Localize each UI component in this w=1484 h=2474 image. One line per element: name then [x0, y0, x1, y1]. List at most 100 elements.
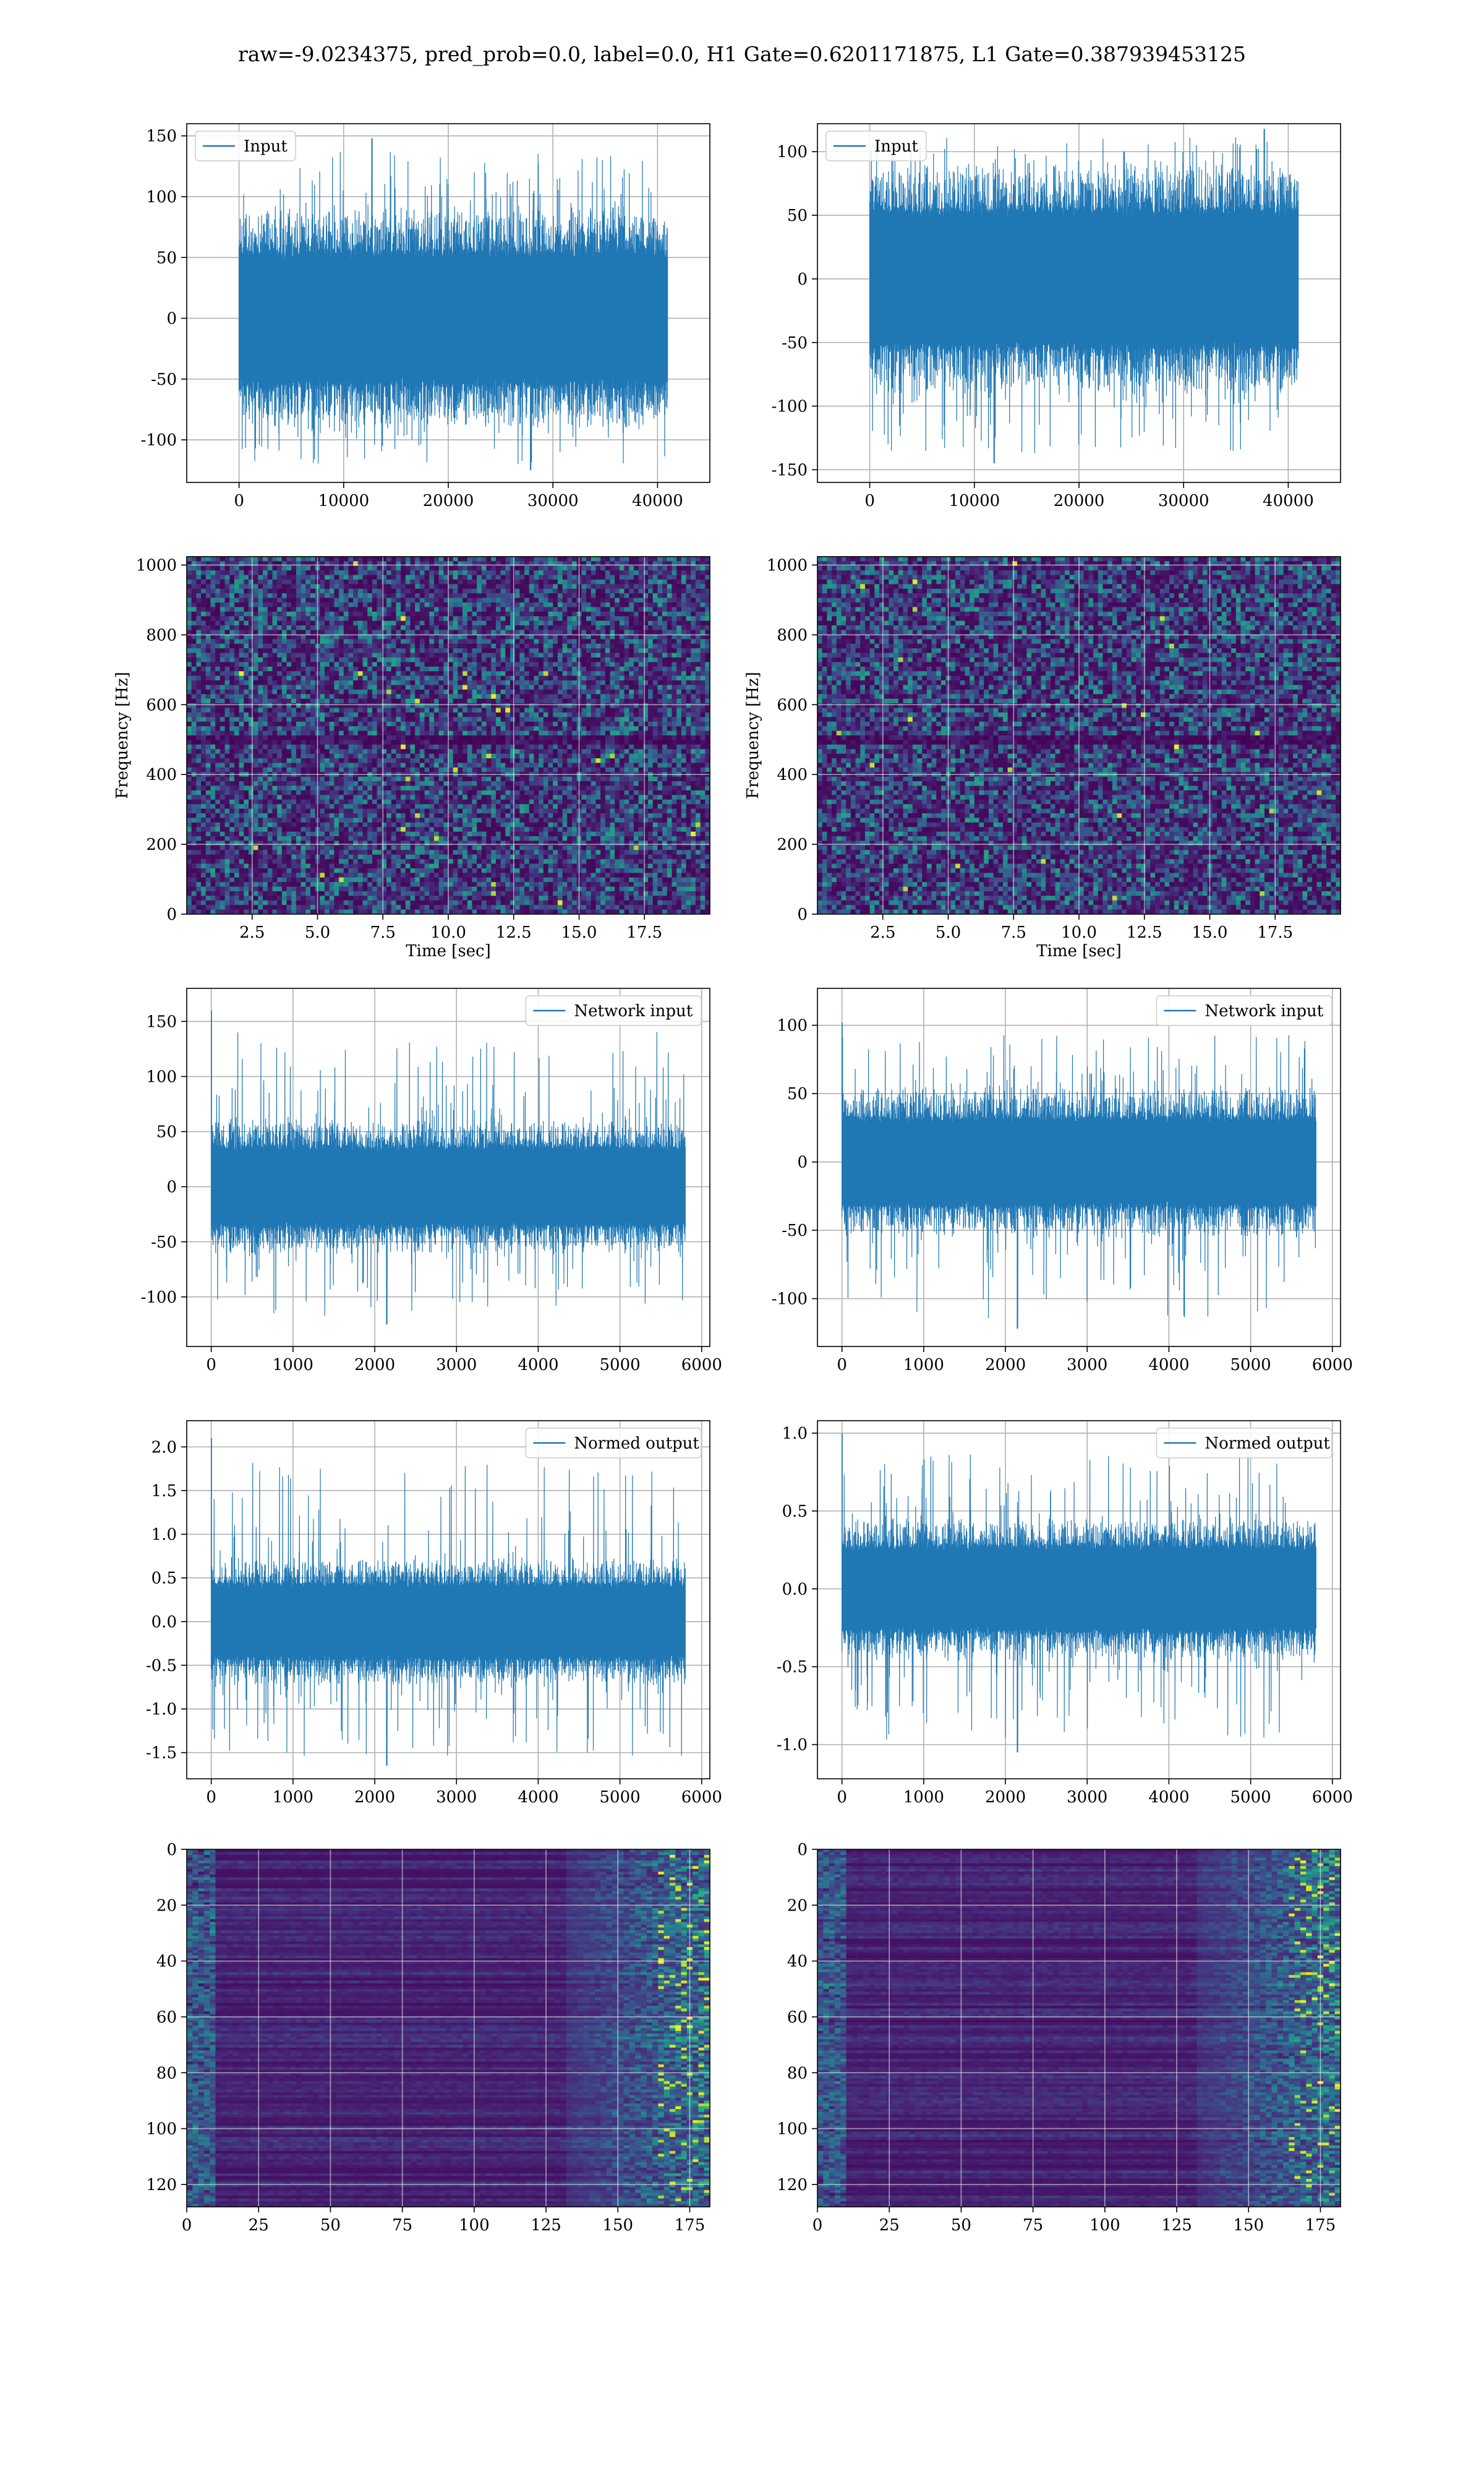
y-tick-label: -100 — [141, 431, 177, 450]
x-tick-label: 1000 — [273, 1788, 313, 1807]
legend-label: Normed output — [574, 1434, 699, 1453]
legend: Network input — [1156, 995, 1333, 1026]
y-tick-label: 60 — [787, 2008, 808, 2027]
y-tick-label: 800 — [777, 626, 808, 644]
ticks-spec-h1: 2.5 5.0 7.5 10.0 12.5 15.0 17.5 0 200 400 600 800 10… — [136, 557, 662, 942]
x-tick-label: 25 — [879, 2216, 900, 2235]
x-tick-label: 1000 — [903, 1356, 944, 1374]
y-tick-label: 100 — [146, 1068, 177, 1087]
y-tick-label: -50 — [151, 370, 177, 389]
y-tick-label: 120 — [146, 2176, 177, 2194]
legend-box — [825, 131, 927, 161]
x-tick-label: 6000 — [1312, 1788, 1353, 1807]
y-axis-label: Frequency [Hz] — [744, 672, 762, 799]
y-tick-label: 20 — [787, 1896, 808, 1915]
y-tick-label: -50 — [782, 334, 808, 353]
y-tick-label: 600 — [146, 696, 177, 714]
x-tick-label: 50 — [320, 2216, 341, 2235]
chart-spec-l1: 2.5 5.0 7.5 10.0 12.5 15.0 17.5 0 200 400 600 800 10… — [744, 556, 1341, 961]
chart-feat-h1: 0 25 50 75 100 125 150 175 0 20 40 60 80 100 120 — [146, 1841, 710, 2235]
x-tick-label: 175 — [1305, 2216, 1336, 2235]
y-tick-label: -150 — [772, 461, 808, 479]
y-tick-label: 150 — [146, 1012, 177, 1031]
chart-net-h1: 0 1000 2000 3000 4000 5000 6000 -100 -50 0 50 100 15… — [141, 988, 722, 1374]
x-tick-label: 5000 — [1230, 1788, 1271, 1807]
y-tick-label: 1.5 — [151, 1482, 177, 1500]
y-tick-label: 0 — [166, 310, 177, 328]
y-tick-label: 2.0 — [151, 1438, 177, 1457]
chart-norm-l1: 0 1000 2000 3000 4000 5000 6000 -1.0 -0.5 0.0 0.5 1… — [777, 1420, 1353, 1807]
x-tick-label: 4000 — [1148, 1356, 1189, 1374]
x-tick-label: 5.0 — [305, 923, 330, 942]
x-tick-label: 125 — [531, 2216, 561, 2235]
series-line — [239, 138, 668, 471]
series-line — [842, 1022, 1316, 1329]
axes-frame — [186, 1420, 710, 1779]
x-tick-label: 2.5 — [239, 923, 265, 942]
y-tick-label: -0.5 — [146, 1656, 177, 1675]
chart-spec-h1: 2.5 5.0 7.5 10.0 12.5 15.0 17.5 0 200 400 600 800 10… — [113, 556, 710, 961]
legend-box — [525, 995, 702, 1026]
axes-frame — [817, 1849, 1341, 2207]
legend: Normed output — [525, 1427, 702, 1458]
y-tick-label: 0 — [166, 1178, 177, 1197]
y-tick-label: 0 — [797, 1154, 808, 1172]
y-tick-label: 0.5 — [782, 1502, 808, 1521]
legend-label: Input — [874, 137, 918, 156]
y-tick-label: 0 — [166, 905, 177, 924]
y-tick-label: 50 — [156, 1123, 177, 1142]
y-tick-label: -50 — [151, 1233, 177, 1252]
axes-frame — [817, 1420, 1341, 1779]
y-tick-label: -50 — [782, 1222, 808, 1240]
y-tick-label: 0 — [797, 905, 808, 924]
chart-net-l1: 0 1000 2000 3000 4000 5000 6000 -100 -50 0 50 100 Ne… — [772, 988, 1353, 1374]
legend-label: Network input — [1205, 1002, 1323, 1021]
y-tick-label: 50 — [156, 249, 177, 267]
x-tick-label: 25 — [249, 2216, 269, 2235]
x-tick-label: 10.0 — [1061, 923, 1097, 942]
y-tick-label: 600 — [777, 696, 808, 714]
x-tick-label: 4000 — [1148, 1788, 1189, 1807]
legend: Network input — [525, 995, 702, 1026]
chart-feat-l1: 0 25 50 75 100 125 150 175 0 20 40 60 80 100 120 — [777, 1841, 1341, 2235]
x-tick-label: 1000 — [273, 1356, 313, 1374]
y-tick-label: 800 — [146, 626, 177, 644]
ticks-feat-h1: 0 25 50 75 100 125 150 175 0 20 40 60 80 100 120 — [146, 1841, 705, 2235]
y-tick-label: 1000 — [767, 557, 808, 575]
y-tick-label: 40 — [787, 1953, 808, 1971]
x-tick-label: 17.5 — [1257, 923, 1293, 942]
legend: Normed output — [1156, 1427, 1333, 1458]
axes-frame — [817, 988, 1341, 1347]
x-tick-label: 40000 — [632, 492, 683, 510]
legend-label: Normed output — [1205, 1434, 1330, 1453]
y-tick-label: 50 — [787, 207, 808, 225]
axes-frame — [186, 988, 710, 1347]
x-tick-label: 1000 — [903, 1788, 944, 1807]
chart-norm-h1: 0 1000 2000 3000 4000 5000 6000 -1.5 -1.0 -0.5 0.0… — [146, 1420, 722, 1807]
ticks-spec-l1: 2.5 5.0 7.5 10.0 12.5 15.0 17.5 0 200 400 600 800 10… — [767, 557, 1293, 942]
x-tick-label: 0 — [182, 2216, 192, 2235]
x-tick-label: 12.5 — [1127, 923, 1162, 942]
x-tick-label: 150 — [602, 2216, 633, 2235]
x-tick-label: 0 — [837, 1788, 847, 1807]
x-tick-label: 7.5 — [370, 923, 396, 942]
series-line — [869, 129, 1299, 464]
x-tick-label: 0 — [206, 1788, 216, 1807]
y-tick-label: 20 — [156, 1896, 177, 1915]
y-tick-label: -100 — [141, 1288, 177, 1307]
y-tick-label: 200 — [146, 836, 177, 854]
heatmap-spec-h1 — [187, 557, 710, 914]
x-tick-label: 10000 — [318, 492, 369, 510]
y-tick-label: 1000 — [136, 557, 177, 575]
x-axis-label: Time [sec] — [1036, 942, 1122, 961]
x-tick-label: 3000 — [436, 1788, 477, 1807]
y-axis-label: Frequency [Hz] — [113, 672, 132, 799]
y-tick-label: -1.5 — [146, 1744, 177, 1763]
x-tick-label: 50 — [951, 2216, 971, 2235]
x-tick-label: 6000 — [1312, 1356, 1353, 1374]
y-tick-label: 80 — [787, 2064, 808, 2082]
y-tick-label: 400 — [777, 766, 808, 784]
y-tick-label: 0 — [166, 1841, 177, 1859]
x-axis-label: Time [sec] — [406, 942, 491, 961]
x-tick-label: 20000 — [1054, 492, 1105, 510]
